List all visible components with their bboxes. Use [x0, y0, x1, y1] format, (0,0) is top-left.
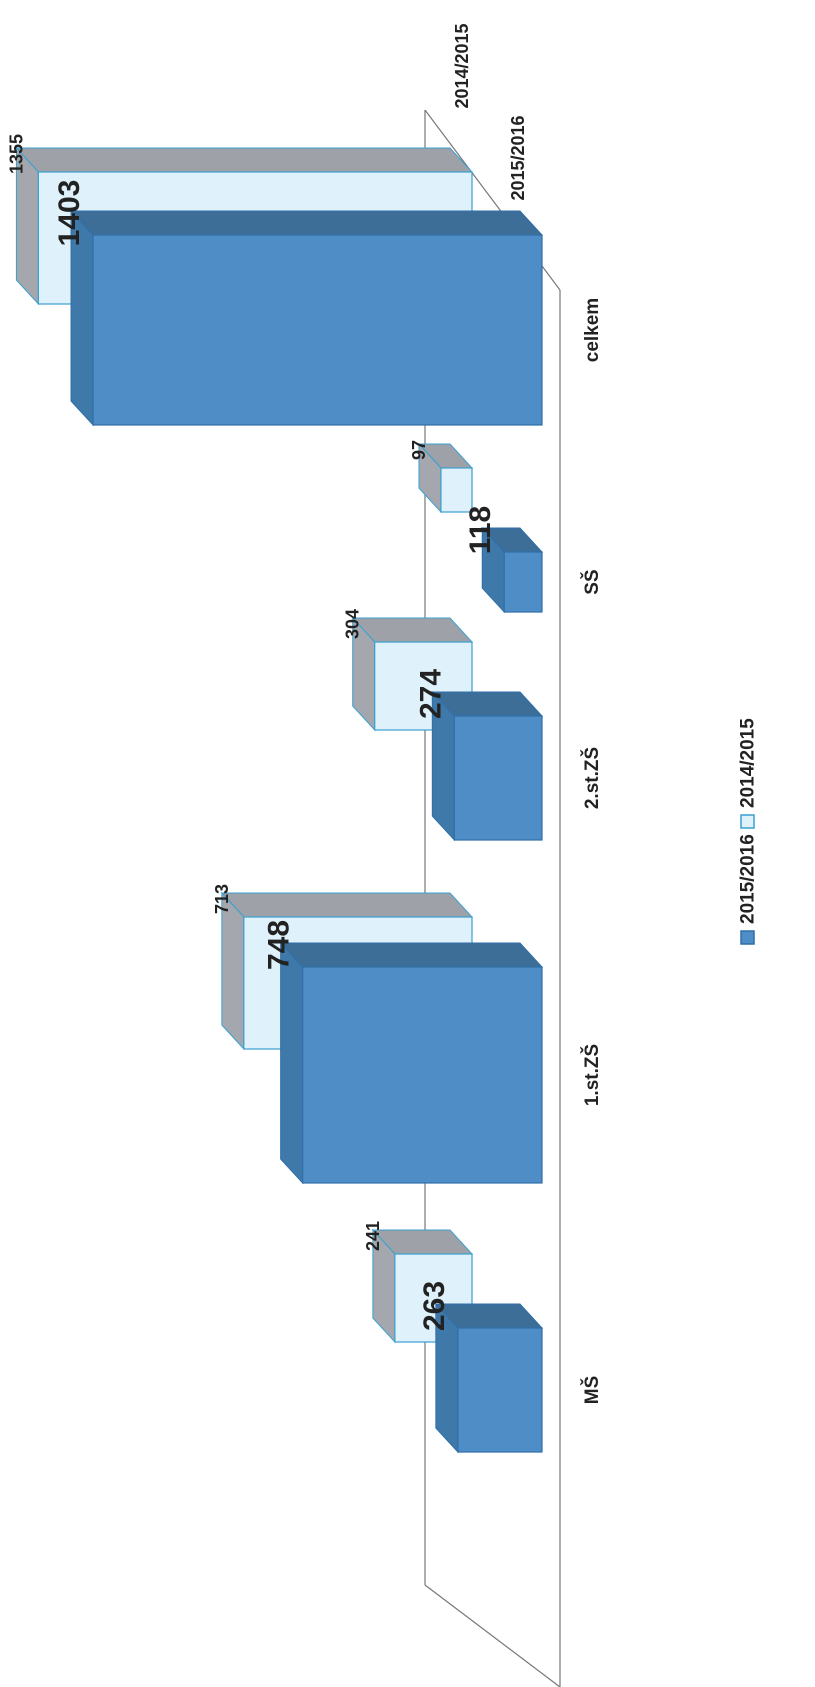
legend-label: 2014/2015 [738, 718, 759, 808]
bar-front-face [92, 234, 543, 426]
category-label-1-st-zs: 1.st.ZŠ [581, 1044, 603, 1106]
depth-label-2015-2016: 2015/2016 [508, 115, 528, 200]
bar-front-face [503, 551, 543, 613]
value-label-2014-2015: 1355 [6, 134, 26, 174]
bar-2014-2015-ss [417, 442, 474, 514]
bar-front-face [440, 467, 473, 513]
category-label-ms: MŠ [581, 1376, 603, 1405]
bars-layer [15, 146, 544, 1454]
bar-2015-2016-celkem [69, 209, 544, 427]
legend-item-2015-2016: 2015/2016 [738, 834, 759, 945]
bar-front-face [453, 715, 543, 841]
category-axis: MŠ 1.st.ZŠ 2.st.ZŠ SŠ celkem [581, 298, 603, 1404]
bar-2014-2015-2-st-zs [351, 616, 474, 732]
value-label-2014-2015: 304 [343, 609, 363, 639]
value-label-2014-2015: 713 [212, 884, 232, 914]
legend: 2015/2016 2014/2015 [738, 718, 759, 945]
bar-side-face [280, 941, 304, 1185]
depth-label-2014-2015: 2014/2015 [452, 23, 472, 108]
value-labels-layer: 263 241 748 713 274 304 118 97 1403 1355 [6, 134, 497, 1331]
value-label-2015-2016: 1403 [53, 180, 86, 247]
value-label-2015-2016: 263 [418, 1281, 451, 1331]
bar-top-face [220, 892, 474, 918]
category-label-celkem: celkem [582, 298, 603, 362]
legend-item-2014-2015: 2014/2015 [738, 718, 759, 829]
bar-front-face [302, 966, 543, 1184]
category-label-2-st-zs: 2.st.ZŠ [581, 747, 603, 809]
value-label-2015-2016: 748 [263, 920, 296, 970]
bar-top-face [15, 147, 474, 173]
category-label-ss: SŠ [581, 569, 603, 594]
legend-label: 2015/2016 [738, 834, 759, 924]
bar-2015-2016-ss [481, 526, 544, 614]
bar-top-face [69, 210, 544, 236]
value-label-2015-2016: 274 [414, 669, 447, 719]
legend-swatch [740, 814, 755, 829]
bar-top-face [279, 942, 544, 968]
bar-2015-2016-1-st-zs [279, 941, 544, 1185]
value-label-2014-2015: 241 [363, 1221, 383, 1251]
bar-side-face [221, 891, 245, 1051]
floor-bottom-edge [424, 1584, 561, 1687]
depth-axis: 2015/2016 2014/2015 [452, 23, 528, 200]
value-label-2015-2016: 118 [464, 506, 497, 554]
bar-front-face [457, 1327, 543, 1453]
bar-2015-2016-2-st-zs [431, 690, 544, 842]
bar-2015-2016-ms [434, 1302, 544, 1454]
legend-swatch [740, 930, 755, 945]
value-label-2014-2015: 97 [409, 440, 429, 460]
bar-2014-2015-ms [371, 1228, 474, 1344]
